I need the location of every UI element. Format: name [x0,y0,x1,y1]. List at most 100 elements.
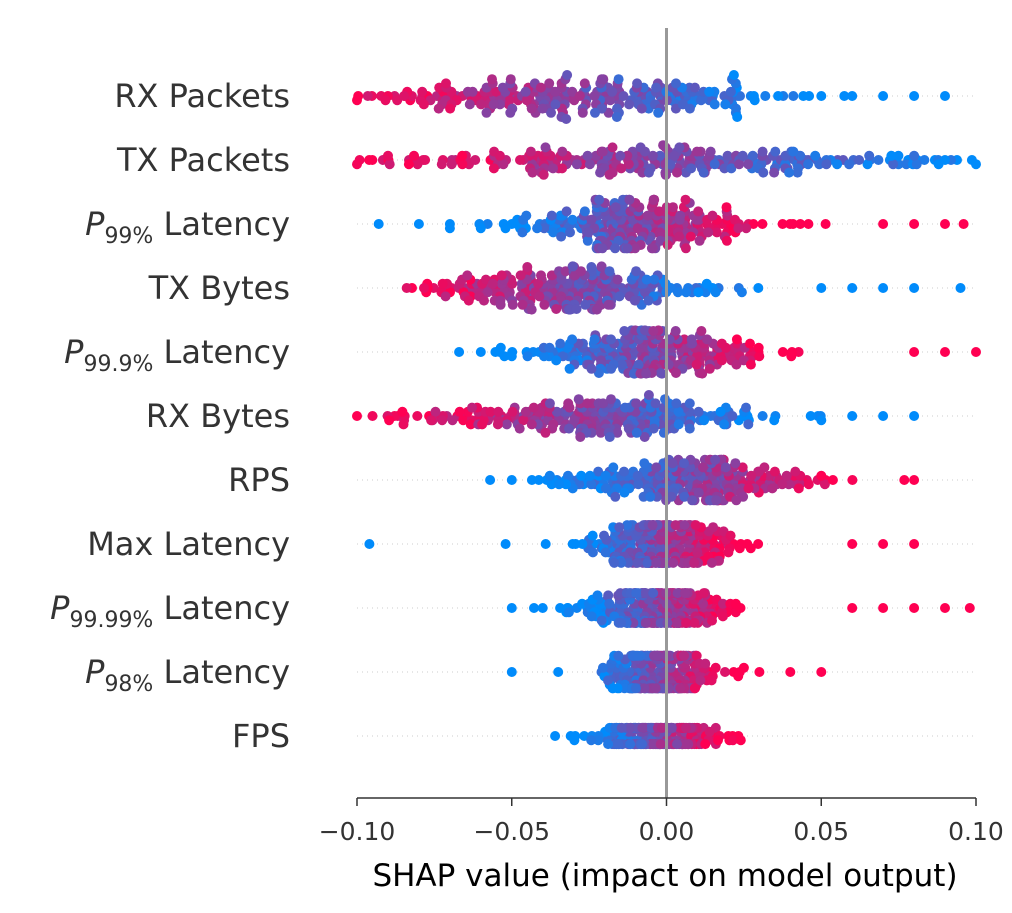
shap-point [534,291,545,302]
shap-point [672,739,682,750]
shap-point [418,99,429,110]
feature-label: RX Bytes [146,397,290,435]
shap-point [650,398,661,409]
shap-point [673,419,684,430]
shap-point [784,167,795,178]
shap-point [964,603,975,613]
shap-point [679,520,690,531]
shap-point [598,398,609,409]
shap-point [655,150,665,161]
shap-point [618,91,629,101]
shap-point [685,231,696,242]
shap-point [623,557,634,568]
shap-point [553,667,564,677]
shap-point [612,274,623,285]
shap-point [525,146,536,157]
shap-point [803,219,814,229]
shap-point [463,295,474,306]
shap-point [584,159,595,170]
shap-point [622,150,633,161]
shap-point [679,650,689,661]
shap-point [709,159,720,170]
shap-point [603,590,614,601]
shap-point [577,107,588,118]
shap-point [403,159,414,170]
shap-point [608,683,618,694]
shap-point [586,611,597,622]
shap-point [705,146,716,157]
shap-point [506,351,517,362]
feature-label-name: Latency [153,205,290,243]
shap-point [854,155,865,165]
shap-point [730,458,741,469]
shap-point [458,415,469,426]
shap-point [522,262,533,272]
feature-label: FPS [232,717,290,755]
shap-point [679,491,690,502]
shap-point [606,363,617,374]
shap-point [728,70,739,80]
shap-point [550,99,561,110]
shap-point [647,243,658,254]
shap-point [623,159,634,170]
shap-point [725,86,736,97]
shap-point [909,283,920,293]
shap-point [586,214,597,225]
shap-point [623,423,634,434]
shap-point [734,543,745,554]
shap-point [580,299,591,310]
shap-point [718,598,728,609]
shap-point [544,470,555,481]
shap-point [610,202,621,213]
shap-point [597,243,608,254]
feature-label: RX Packets [114,77,290,115]
shap-point [631,588,642,599]
shap-point [878,283,889,293]
shap-point [803,479,814,490]
shap-point [788,91,799,101]
shap-point [522,351,533,362]
shap-point [506,667,517,677]
shap-point [745,338,755,349]
shap-point [582,398,593,409]
shap-point [777,479,788,490]
shap-point [589,91,600,101]
shap-point [940,219,950,229]
shap-point [457,150,468,161]
shap-point [707,210,718,221]
shap-point [769,415,780,426]
shap-point [741,223,752,234]
shap-point [521,95,532,106]
shap-point [777,219,788,229]
shap-point [596,261,607,272]
shap-point [537,103,548,114]
shap-point [538,169,549,180]
shap-point [631,427,642,438]
shap-point [610,243,621,254]
shap-point [669,150,680,161]
shap-point [648,423,659,434]
shap-point [426,415,437,426]
shap-point [610,491,621,502]
shap-point [608,462,619,473]
shap-point [878,91,889,101]
shap-point [413,219,424,229]
shap-point [384,415,395,426]
shap-point [533,278,544,289]
shap-point [563,470,573,481]
shap-point [674,231,685,242]
feature-label: TX Bytes [148,269,290,307]
shap-point [637,722,648,733]
shap-point [586,363,597,374]
shap-point [457,159,468,170]
shap-point [501,419,512,430]
shap-point [624,99,635,110]
shap-point [681,617,692,628]
shap-point [520,406,531,417]
shap-point [544,398,555,409]
shap-point [878,539,889,549]
shap-point [792,167,803,178]
shap-point [909,91,920,101]
shap-point [437,278,448,289]
